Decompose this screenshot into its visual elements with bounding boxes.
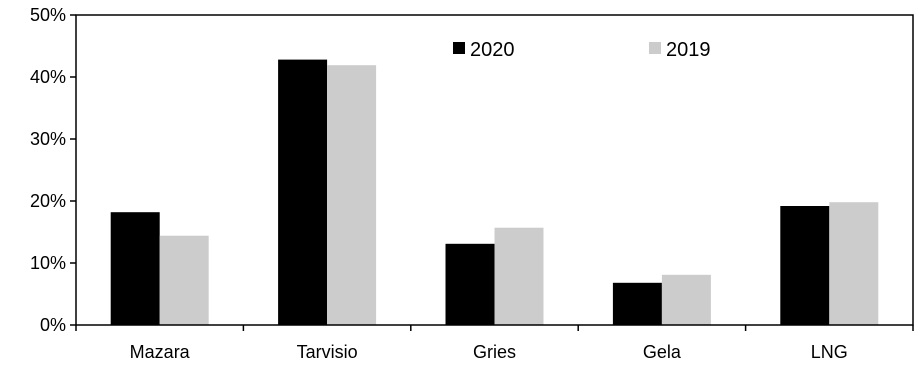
- bar-2020-mazara: [110, 212, 160, 325]
- bar-2020-gela: [612, 282, 662, 325]
- bar-2019-gela: [661, 274, 711, 325]
- plot-frame: [75, 14, 914, 326]
- bars-layer: [110, 59, 879, 325]
- bar-2020-gries: [445, 243, 495, 325]
- x-tick-label: Gries: [473, 342, 516, 362]
- y-tick-label: 40%: [30, 67, 66, 87]
- bar-2019-gries: [494, 227, 544, 325]
- axes-layer: 0% 10% 20% 30% 40% 50% Mazara Tarvisio Gries Gela…: [30, 5, 914, 362]
- legend-label-2019: 2019: [666, 39, 711, 61]
- legend-swatch-2020: [453, 42, 465, 54]
- y-tick-label: 20%: [30, 191, 66, 211]
- legend: 2020 2019: [453, 39, 711, 61]
- x-tick-label: Gela: [643, 342, 682, 362]
- x-tick-label: Tarvisio: [297, 342, 358, 362]
- x-tick-label: Mazara: [130, 342, 191, 362]
- x-tick-label: LNG: [811, 342, 848, 362]
- y-tick-label: 10%: [30, 253, 66, 273]
- bar-2019-tarvisio: [327, 65, 377, 325]
- y-tick-label: 0%: [40, 315, 66, 335]
- bar-2019-lng: [829, 202, 879, 325]
- bar-2020-lng: [780, 206, 830, 325]
- bar-2020-tarvisio: [278, 59, 328, 325]
- legend-swatch-2019: [649, 42, 661, 54]
- legend-label-2020: 2020: [470, 39, 515, 61]
- y-tick-label: 30%: [30, 129, 66, 149]
- y-tick-label: 50%: [30, 5, 66, 25]
- bar-2019-mazara: [159, 235, 209, 325]
